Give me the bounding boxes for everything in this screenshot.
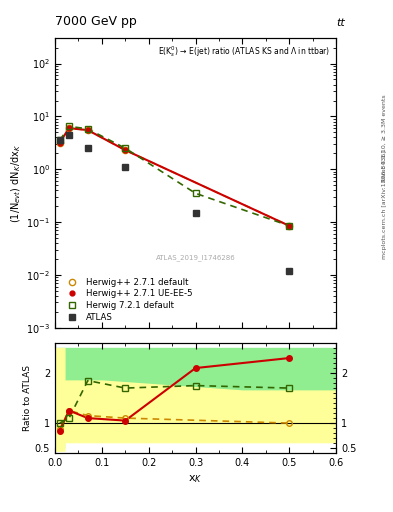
Y-axis label: Ratio to ATLAS: Ratio to ATLAS: [23, 365, 32, 431]
Herwig 7.2.1 default: [123, 145, 128, 151]
ATLAS: [57, 137, 62, 143]
Text: E(K$_s^0$) → E(jet) ratio (ATLAS KS and Λ in ttbar): E(K$_s^0$) → E(jet) ratio (ATLAS KS and …: [158, 44, 331, 59]
ATLAS: [287, 268, 292, 274]
Line: ATLAS: ATLAS: [57, 132, 292, 274]
ATLAS: [67, 132, 72, 138]
Line: Herwig++ 2.7.1 UE-EE-5: Herwig++ 2.7.1 UE-EE-5: [57, 126, 292, 228]
Text: mcplots.cern.ch [arXiv:1306.3436]: mcplots.cern.ch [arXiv:1306.3436]: [382, 151, 387, 259]
Line: Herwig++ 2.7.1 default: Herwig++ 2.7.1 default: [57, 125, 292, 229]
Herwig++ 2.7.1 default: [67, 125, 72, 131]
Herwig++ 2.7.1 default: [85, 127, 90, 133]
Text: Rivet 3.1.10, ≥ 3.3M events: Rivet 3.1.10, ≥ 3.3M events: [382, 94, 387, 182]
ATLAS: [193, 210, 198, 216]
Herwig 7.2.1 default: [193, 190, 198, 197]
Herwig++ 2.7.1 UE-EE-5: [287, 223, 292, 229]
Herwig++ 2.7.1 default: [57, 139, 62, 145]
ATLAS: [85, 145, 90, 151]
Text: 7000 GeV pp: 7000 GeV pp: [55, 15, 137, 28]
Legend: Herwig++ 2.7.1 default, Herwig++ 2.7.1 UE-EE-5, Herwig 7.2.1 default, ATLAS: Herwig++ 2.7.1 default, Herwig++ 2.7.1 U…: [59, 276, 195, 324]
Line: Herwig 7.2.1 default: Herwig 7.2.1 default: [57, 123, 292, 229]
Herwig++ 2.7.1 default: [123, 147, 128, 153]
Herwig 7.2.1 default: [287, 223, 292, 229]
Herwig 7.2.1 default: [67, 123, 72, 130]
Herwig++ 2.7.1 UE-EE-5: [57, 139, 62, 145]
Herwig 7.2.1 default: [85, 126, 90, 132]
Herwig++ 2.7.1 UE-EE-5: [123, 147, 128, 153]
X-axis label: x$_K$: x$_K$: [188, 474, 203, 485]
Y-axis label: (1/N$_{evt}$) dN$_K$/dx$_K$: (1/N$_{evt}$) dN$_K$/dx$_K$: [10, 143, 24, 223]
Herwig++ 2.7.1 default: [287, 223, 292, 229]
ATLAS: [123, 164, 128, 170]
Herwig++ 2.7.1 UE-EE-5: [67, 125, 72, 131]
Text: tt: tt: [336, 18, 345, 28]
Text: ATLAS_2019_I1746286: ATLAS_2019_I1746286: [156, 254, 235, 261]
Herwig++ 2.7.1 UE-EE-5: [85, 127, 90, 133]
Herwig 7.2.1 default: [57, 137, 62, 143]
